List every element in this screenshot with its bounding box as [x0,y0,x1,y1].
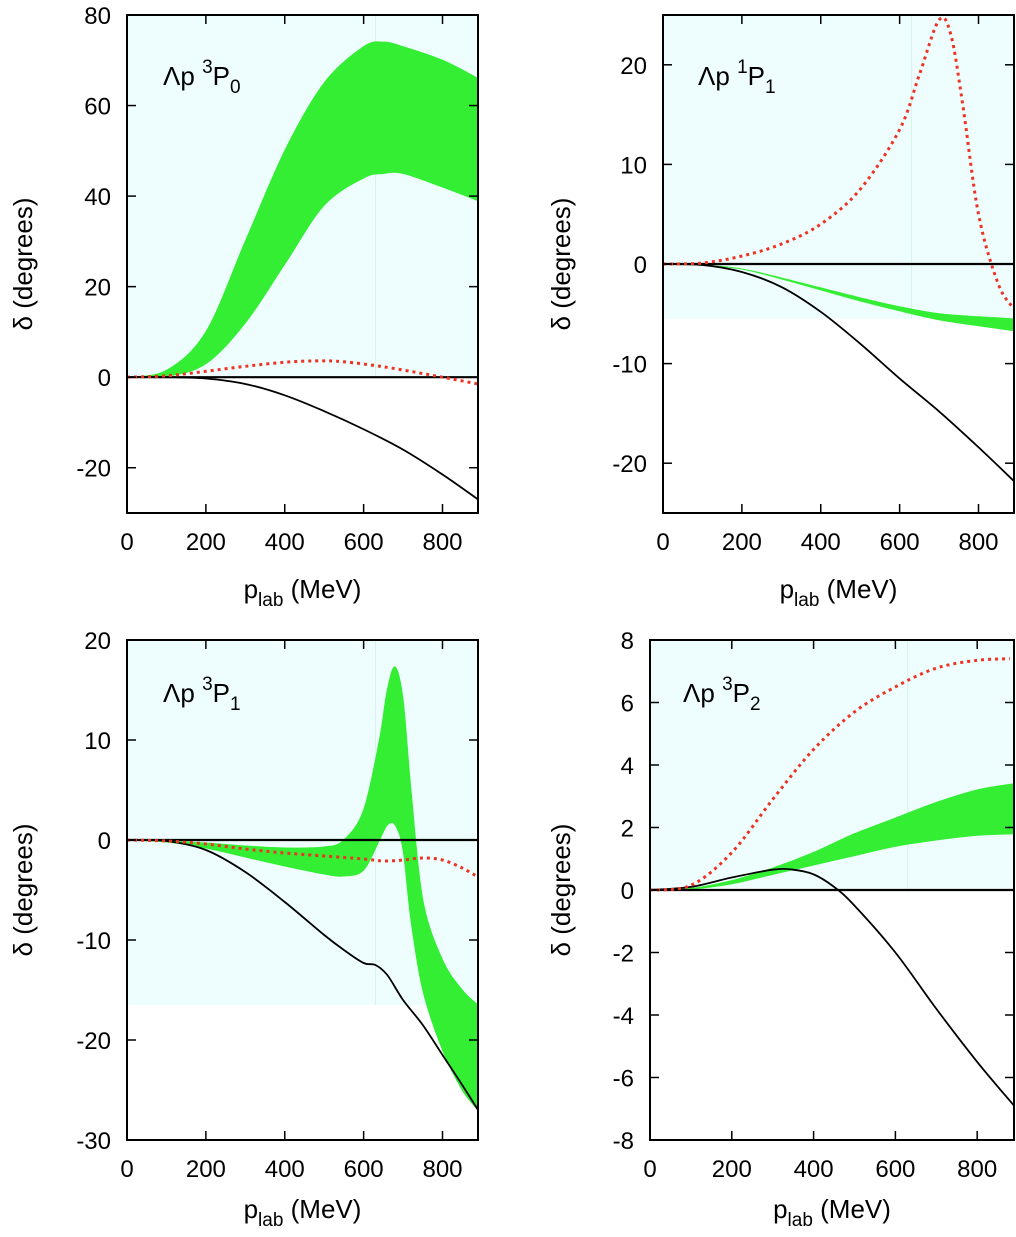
panel-2: 0 200 400 600 800 -20 -10 0 10 20 plab (MeV) δ (deg… [546,14,1015,611]
x-axis-label: plab (MeV) [244,574,362,611]
y-tick-label: 40 [84,184,111,211]
y-tick-label: 10 [620,152,647,179]
y-tick-label: 0 [98,828,111,855]
plot-frame [126,639,479,1141]
y-tick-label: -10 [76,928,111,955]
y-axis-label: δ (degrees) [546,824,576,957]
x-tick-label: 800 [422,529,462,556]
x-tick-label: 200 [186,1156,226,1183]
y-tick-label: 0 [634,252,647,279]
solid-curve [127,376,478,501]
y-tick-label: 0 [98,365,111,392]
x-tick-label: 600 [344,529,384,556]
y-tick-label: 6 [621,691,634,718]
y-tick-label: 10 [84,728,111,755]
y-tick-label: -8 [613,1128,634,1155]
y-tick-label: 8 [621,628,634,655]
x-tick-label: 0 [120,529,133,556]
plot-frame [126,14,479,514]
y-tick-label: 0 [621,878,634,905]
y-tick-label: 20 [84,628,111,655]
uncertainty-band [663,263,1014,332]
x-tick-label: 200 [186,529,226,556]
y-tick-label: -20 [76,1028,111,1055]
x-tick-label: 200 [722,529,762,556]
x-tick-label: 400 [794,1156,834,1183]
panel-1: 0 200 400 600 800 -20 0 20 40 60 80 plab (MeV) δ (de… [8,3,479,611]
y-axis-label: δ (degrees) [546,198,576,331]
x-tick-label: 0 [120,1156,133,1183]
x-tick-label: 800 [958,529,998,556]
x-tick-label: 800 [957,1156,997,1183]
panel-label: Λp 1P1 [698,57,776,98]
x-tick-label: 600 [875,1156,915,1183]
y-tick-label: -10 [612,352,647,379]
y-tick-label: -20 [612,451,647,478]
x-tick-label: 400 [265,529,305,556]
x-tick-label: 600 [880,529,920,556]
panel-3: 0 200 400 600 800 -30 -20 -10 0 10 20 plab (MeV) δ (… [8,628,479,1231]
y-tick-label: 2 [621,816,634,843]
solid-curve [663,263,1014,482]
y-tick-label: -4 [613,1003,634,1030]
panel-4: 0 200 400 600 800 -8 -6 -4 -2 0 2 4 6 8 plab (MeV) δ (d… [546,628,1015,1231]
x-tick-label: 400 [265,1156,305,1183]
x-tick-label: 800 [422,1156,462,1183]
dotted-curve [127,359,478,386]
panel-label: Λp 3P1 [163,674,241,715]
dotted-curve [127,838,478,879]
solid-curve [650,868,1014,1107]
y-tick-label: -6 [613,1066,634,1093]
y-tick-label: 60 [84,94,111,121]
y-tick-label: 20 [620,53,647,80]
y-tick-label: -20 [76,456,111,483]
panel-label: Λp 3P0 [163,57,241,98]
x-tick-label: 0 [656,529,669,556]
x-axis-label: plab (MeV) [244,1194,362,1231]
dotted-curve [650,657,1010,892]
uncertainty-band [650,783,1014,891]
x-tick-label: 400 [801,529,841,556]
y-tick-label: 80 [84,3,111,30]
y-tick-label: 20 [84,275,111,302]
x-tick-label: 600 [344,1156,384,1183]
y-axis-label: δ (degrees) [8,198,38,331]
x-tick-label: 0 [643,1156,656,1183]
y-tick-label: -2 [613,941,634,968]
plot-area [663,15,1014,482]
solid-curve [127,839,478,1111]
y-axis-label: δ (degrees) [8,824,38,957]
x-axis-label: plab (MeV) [780,574,898,611]
panel-label: Λp 3P2 [683,674,761,715]
x-axis-label: plab (MeV) [773,1194,891,1231]
plot-area [650,640,1014,1107]
y-tick-label: 4 [621,753,634,780]
plot-area [127,640,478,1111]
y-tick-label: -30 [76,1128,111,1155]
x-tick-label: 200 [712,1156,752,1183]
